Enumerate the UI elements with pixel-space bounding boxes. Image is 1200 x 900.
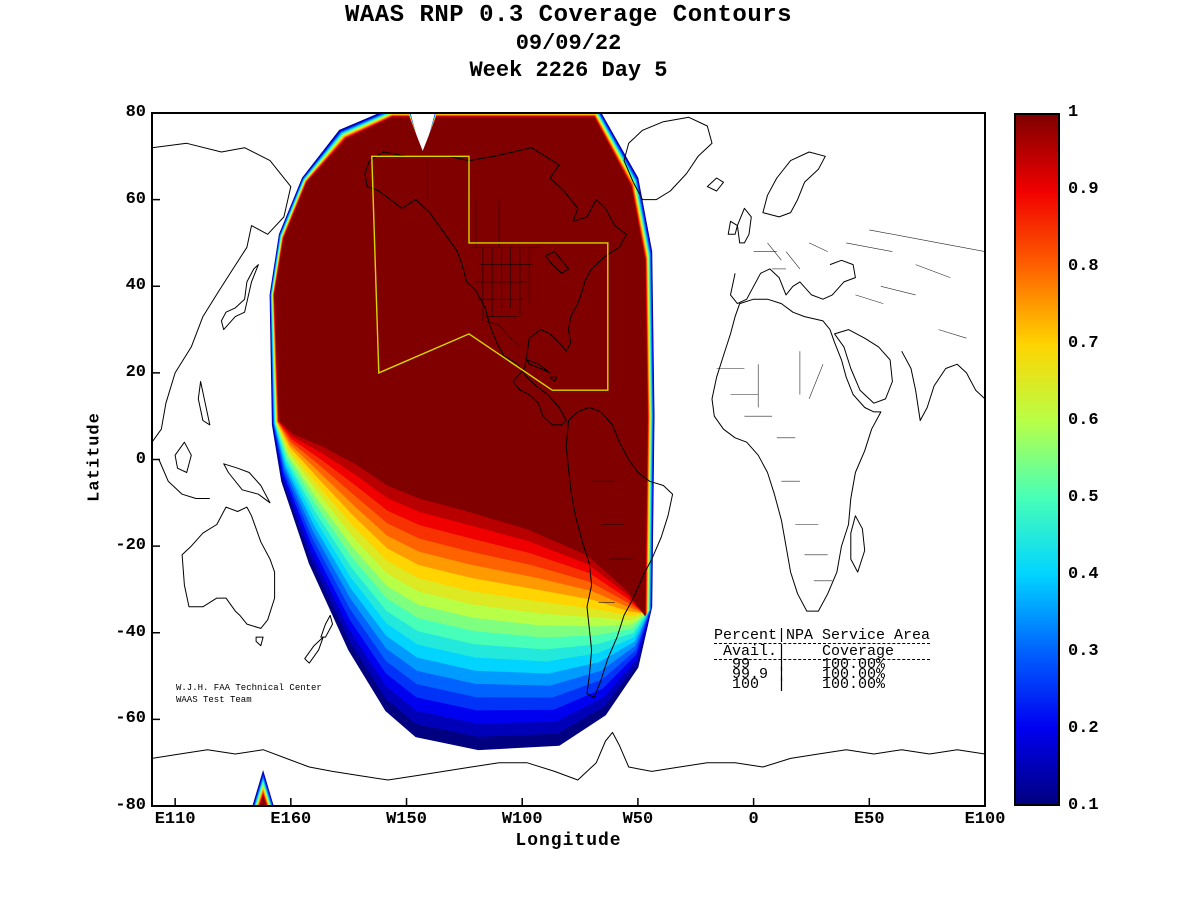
- x-tick-label: W150: [386, 810, 427, 829]
- border-line: [808, 242, 828, 252]
- x-tick-label: 0: [748, 810, 759, 829]
- chart-date: 09/09/22: [515, 31, 622, 56]
- x-axis-label: Longitude: [515, 831, 622, 851]
- y-tick-label: -40: [115, 622, 146, 642]
- coastline-new-zealand-north: [320, 614, 333, 638]
- coastline-africa: [711, 298, 882, 612]
- colorbar-tick-label: 0.1: [1068, 796, 1099, 815]
- y-tick-label: -80: [115, 796, 146, 815]
- border-line: [855, 294, 884, 304]
- coastline-iceland: [706, 177, 724, 192]
- coastline-scandinavia: [762, 151, 826, 218]
- coastline-north-america: [364, 147, 627, 426]
- colorbar-tick-label: 0.4: [1068, 565, 1099, 584]
- border-line: [938, 242, 985, 252]
- credit-line: W.J.H. FAA Technical Center: [176, 683, 322, 693]
- colorbar-tick-label: 0.5: [1068, 488, 1099, 507]
- y-tick-label: -20: [115, 536, 146, 556]
- x-tick-label: E160: [270, 810, 312, 829]
- coastline-india: [901, 350, 985, 421]
- coastline-philippines: [197, 381, 211, 426]
- border-line: [808, 364, 824, 400]
- x-tick-label: E50: [853, 810, 885, 829]
- coastline-new-zealand-south: [304, 636, 324, 664]
- y-tick-label: -60: [115, 709, 146, 729]
- border-line: [880, 286, 916, 296]
- y-tick-label: 60: [125, 189, 146, 209]
- coastline-borneo: [174, 441, 192, 473]
- chart-week-day: Week 2226 Day 5: [469, 58, 668, 83]
- coastline-hispaniola: [549, 376, 558, 382]
- npa-service-area-outline: [371, 155, 609, 391]
- border-line: [846, 242, 893, 252]
- title-block: WAAS RNP 0.3 Coverage Contours 09/09/22 …: [152, 2, 985, 84]
- colorbar-tick-label: 0.8: [1068, 257, 1099, 276]
- colorbar-tick-label: 1: [1068, 103, 1079, 122]
- coastline-asia-east: [152, 142, 292, 443]
- colorbar-tick-label: 0.3: [1068, 642, 1099, 661]
- coastline-new-guinea: [223, 463, 271, 504]
- availability-table: Percent|NPA Service Area Avail.| Coverag…: [714, 627, 931, 693]
- colorbar-tick-label: 0.9: [1068, 180, 1099, 199]
- coastline-arabia: [834, 329, 893, 404]
- coastline-greenland: [623, 116, 713, 201]
- y-tick-label: 80: [125, 103, 146, 122]
- border-line: [869, 229, 939, 244]
- chart-title: WAAS RNP 0.3 Coverage Contours: [344, 2, 793, 29]
- coastline-great-lakes: [544, 251, 569, 274]
- colorbar-tick-label: 0.7: [1068, 334, 1099, 353]
- y-tick-label: 20: [125, 362, 146, 382]
- coastline-south-america: [565, 407, 674, 699]
- availability-table-header: Percent|NPA Service Area: [714, 627, 931, 644]
- coastline-australia: [181, 506, 276, 629]
- coastline-tasmania: [255, 636, 264, 647]
- border-line: [485, 320, 521, 348]
- coastline-madagascar: [850, 515, 866, 573]
- x-tick-label: E110: [154, 810, 196, 829]
- border-line: [785, 251, 801, 270]
- colorbar-gradient: [1016, 115, 1058, 804]
- border-line: [915, 264, 951, 278]
- colorbar-tick-label: 0.2: [1068, 719, 1099, 738]
- x-tick-label: E100: [964, 810, 1006, 829]
- coastline-ireland: [727, 220, 738, 235]
- y-axis-label: Latitude: [85, 412, 105, 502]
- x-tick-label: W50: [622, 810, 654, 829]
- coastline-indonesia-arc: [158, 459, 210, 499]
- coastline-europe-coast: [730, 259, 856, 305]
- border-line: [767, 242, 782, 261]
- credit-line: WAAS Test Team: [176, 695, 252, 705]
- availability-table-row: 100 | 100.00%: [714, 676, 886, 693]
- contour-band: [274, 116, 648, 617]
- availability-table-row: 99.9 | 100.00%: [714, 666, 886, 683]
- coastline-japan: [220, 264, 259, 331]
- credit-text: W.J.H. FAA Technical Center WAAS Test Tea…: [176, 682, 322, 706]
- y-tick-label: 0: [135, 449, 146, 469]
- x-tick-label: W100: [501, 810, 543, 829]
- colorbar-tick-label: 0.6: [1068, 411, 1099, 430]
- border-line: [938, 329, 967, 339]
- contour-band: [259, 796, 267, 806]
- coastline-antarctica: [152, 731, 985, 781]
- y-tick-label: 40: [125, 276, 146, 296]
- coastline-cuba: [526, 359, 551, 374]
- availability-table-header: Avail.| Coverage: [714, 644, 931, 660]
- availability-table-row: 99 | 100.00%: [714, 656, 886, 673]
- map-layer: [152, 113, 985, 806]
- colorbar: [1014, 113, 1060, 806]
